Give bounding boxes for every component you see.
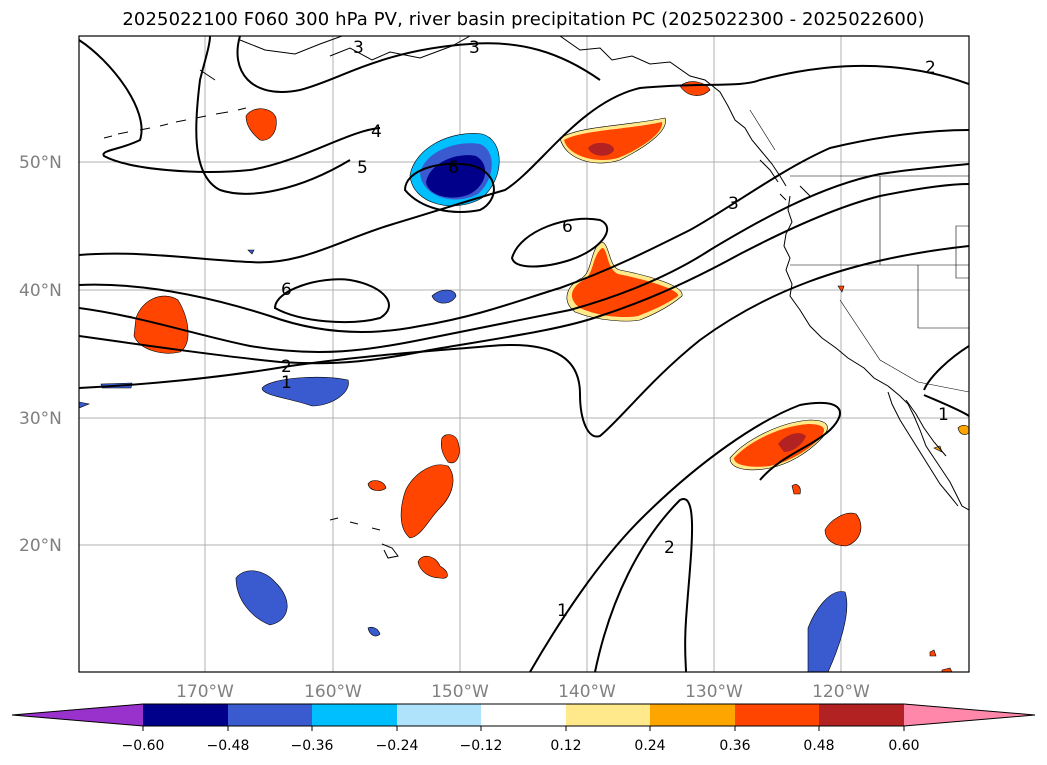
coast-alaska [199,36,787,187]
colorbar-label: 0.48 [803,738,834,754]
lon-tick-label: 160°W [304,682,362,702]
lon-tick-label: 150°W [431,682,489,702]
contour-label: 6 [448,158,459,178]
contour-label: 2 [664,538,675,558]
contour-label: 6 [281,280,292,300]
colorbar-segment [819,704,904,726]
map-frame [78,35,970,673]
contour-1-east [923,345,969,417]
contour-label: 6 [562,217,573,237]
colorbar-segment [228,704,312,726]
coast-north-america-west [783,195,969,511]
contour-6-west [273,278,390,324]
contour-4 [79,39,381,173]
contour-1-se [529,401,841,672]
colorbar-label: 0.24 [634,738,665,754]
contour-3-main [79,64,969,264]
colorbar-segment [735,704,819,726]
political-borders [749,109,969,393]
contour-label: 5 [357,158,368,178]
colorbar-segment [312,704,397,726]
precip-blob-hawaii-northeast [440,434,460,464]
contour-label: 2 [925,58,936,78]
colorbar-label: 0.36 [719,738,750,754]
colorbar-segment [397,704,481,726]
colorbar-extend-low [12,704,143,726]
colorbar-label: −0.48 [207,738,250,754]
colorbar-segment [650,704,735,726]
coast-baja [887,391,959,507]
contour-1-lower [79,183,969,365]
colorbar-label: −0.60 [122,738,165,754]
lon-tick-label: 130°W [685,682,743,702]
lon-tick-label: 140°W [558,682,616,702]
colorbar-label: 0.60 [888,738,919,754]
contour-label: 3 [353,38,364,58]
lon-tick-label: 120°W [812,682,870,702]
contour-label: 1 [557,601,568,621]
precip-blob-small-1 [431,289,457,304]
lat-axis-labels: 50°N 40°N 30°N 20°N [19,153,62,556]
contour-6-north [403,162,495,213]
lat-tick-label: 30°N [19,409,62,429]
contour-1-main [79,163,969,354]
coastlines [103,36,969,559]
contour-label: 1 [281,373,292,393]
precip-blob-baja-southwest [807,591,848,672]
lon-tick-label: 170°W [176,682,234,702]
coast-aleutians [103,107,247,139]
negative-precip-regions [79,133,848,672]
precip-blob-aleutian [245,108,277,141]
lat-tick-label: 40°N [19,281,62,301]
colorbar-label: 0.12 [550,738,581,754]
contour-label: 3 [469,38,480,58]
precip-blob-south-hawaii [235,570,288,626]
positive-precip-regions [133,81,969,672]
colorbar-segment [481,704,566,726]
colorbar-segment [143,704,228,726]
contour-south-loop [79,245,969,438]
contour-6-middle [510,217,608,268]
lat-tick-label: 20°N [19,536,62,556]
contour-labels: 3 3 2 4 5 6 6 6 3 2 1 1 2 1 1 [281,38,949,621]
contour-2-se [594,498,694,672]
precip-blob-hawaii-north [400,464,454,539]
map-background [79,36,969,672]
gridlines [79,36,969,672]
colorbar-extend-high [904,704,1035,726]
precip-blob-hawaii-west [261,376,349,407]
colorbar-label: −0.24 [376,738,419,754]
pv-contours [79,36,969,672]
colorbar-segment [566,704,650,726]
precip-blob-baja [824,512,862,547]
colorbar: −0.60 −0.48 −0.36 −0.24 −0.12 0.12 0.24 … [11,703,1036,754]
contour-3-upper [236,36,601,93]
colorbar-label: −0.36 [291,738,334,754]
map-title: 2025022100 F060 300 hPa PV, river basin … [122,9,925,30]
contour-label: 1 [938,405,949,425]
contour-5 [195,36,351,195]
lon-axis-labels: 170°W 160°W 150°W 140°W 130°W 120°W [176,682,870,702]
coast-hawaii [329,517,399,559]
contour-2-main [79,129,969,333]
lat-tick-label: 50°N [19,153,62,173]
contour-label: 4 [371,122,382,142]
contour-label: 3 [728,194,739,214]
contour-label: 2 [281,357,292,377]
colorbar-ticks [142,726,905,731]
colorbar-label: −0.12 [460,738,503,754]
